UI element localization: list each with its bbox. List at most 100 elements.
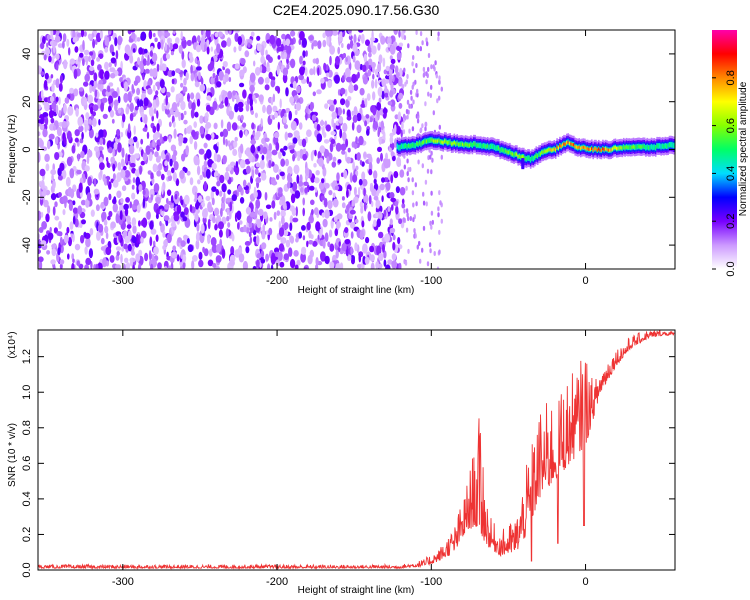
noise-cell — [267, 263, 271, 269]
noise-cell — [299, 55, 303, 65]
noise-cell — [203, 160, 208, 168]
noise-cell — [349, 172, 353, 183]
noise-cell — [175, 37, 180, 45]
noise-cell — [302, 197, 306, 206]
noise-cell — [308, 240, 314, 245]
noise-cell — [411, 126, 415, 132]
noise-cell — [295, 206, 299, 217]
noise-cell — [120, 253, 123, 264]
noise-cell — [149, 220, 154, 230]
noise-cell — [338, 36, 343, 42]
noise-cell — [84, 264, 89, 269]
noise-cell — [220, 119, 224, 129]
noise-cell — [429, 93, 432, 98]
signal-cell — [632, 145, 635, 149]
noise-cell — [72, 215, 76, 225]
noise-cell — [303, 266, 308, 269]
noise-cell — [255, 130, 261, 138]
noise-cell — [55, 96, 59, 102]
signal-cell — [436, 139, 439, 143]
noise-cell — [193, 121, 197, 128]
signal-cell — [420, 142, 422, 146]
signal-cell — [431, 138, 433, 142]
noise-cell — [104, 47, 109, 53]
noise-cell — [55, 62, 59, 71]
signal-cell — [464, 142, 467, 146]
noise-cell — [112, 203, 119, 213]
noise-cell — [353, 106, 358, 116]
noise-cell — [136, 98, 141, 108]
noise-cell — [398, 42, 404, 47]
noise-cell — [223, 191, 226, 203]
noise-cell — [275, 37, 282, 47]
signal-cell — [624, 146, 626, 150]
noise-cell — [401, 198, 405, 205]
noise-cell — [327, 241, 331, 248]
noise-cell — [234, 103, 239, 113]
noise-cell — [54, 152, 60, 160]
signal-cell — [453, 141, 456, 145]
noise-cell — [52, 125, 56, 131]
noise-cell — [93, 72, 98, 82]
noise-cell — [135, 176, 141, 187]
noise-cell — [41, 50, 46, 56]
noise-cell — [180, 240, 186, 248]
signal-cell — [552, 148, 554, 152]
noise-cell — [289, 215, 294, 224]
noise-cell — [93, 188, 100, 195]
noise-cell — [160, 57, 163, 67]
noise-cell — [368, 64, 372, 70]
noise-cell — [438, 190, 441, 196]
noise-cell — [212, 72, 216, 79]
noise-cell — [376, 218, 381, 228]
noise-cell — [377, 73, 380, 78]
noise-cell — [106, 160, 109, 168]
noise-cell — [278, 151, 282, 159]
noise-cell — [58, 109, 62, 117]
noise-cell — [54, 201, 58, 208]
noise-cell — [294, 190, 301, 199]
signal-cell — [535, 153, 538, 157]
noise-cell — [321, 212, 325, 218]
noise-cell — [174, 193, 178, 200]
bottom-x-tick-label: -300 — [112, 576, 134, 588]
noise-cell — [319, 228, 322, 239]
noise-cell — [326, 36, 330, 46]
noise-cell — [69, 58, 76, 65]
noise-cell — [172, 30, 176, 35]
noise-cell — [102, 257, 107, 268]
noise-cell — [100, 168, 103, 177]
noise-cell — [116, 129, 121, 137]
signal-cell — [524, 156, 526, 161]
noise-cell — [383, 259, 387, 267]
noise-cell — [234, 249, 241, 258]
noise-cell — [70, 233, 74, 239]
noise-cell — [320, 77, 325, 84]
signal-cell — [660, 145, 662, 149]
noise-cell — [416, 111, 420, 117]
signal-cell — [521, 155, 524, 159]
signal-cell — [460, 142, 463, 146]
noise-cell — [147, 87, 153, 95]
noise-cell — [411, 61, 414, 67]
noise-cell — [185, 145, 189, 156]
noise-cell — [236, 210, 242, 221]
noise-cell — [215, 189, 220, 196]
signal-cell — [421, 141, 424, 145]
noise-cell — [179, 170, 185, 180]
noise-cell — [52, 180, 56, 189]
signal-cell — [661, 144, 664, 148]
signal-cell — [430, 138, 432, 142]
noise-cell — [135, 140, 140, 149]
noise-cell — [302, 235, 306, 241]
noise-cell — [98, 53, 104, 59]
noise-cell — [48, 133, 55, 140]
noise-cell — [127, 243, 132, 252]
noise-cell — [316, 123, 321, 132]
noise-cell — [390, 151, 395, 157]
noise-cell — [254, 99, 257, 104]
signal-cell — [470, 142, 472, 146]
noise-cell — [138, 184, 143, 192]
colorbar-tick-label: 0.0 — [725, 261, 737, 276]
noise-cell — [119, 204, 124, 214]
